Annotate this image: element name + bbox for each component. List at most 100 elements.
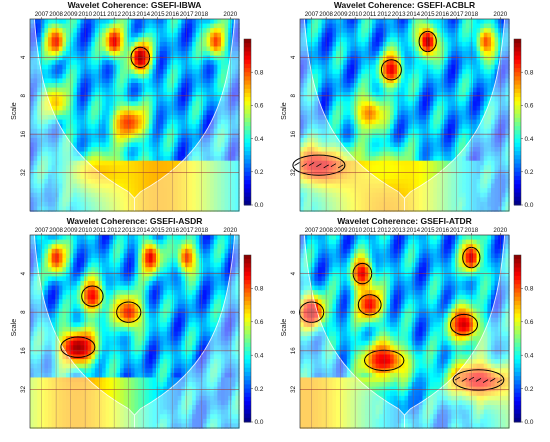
heatmap-cell <box>148 174 154 180</box>
heatmap-cell <box>94 87 100 93</box>
heatmap-cell <box>307 96 312 102</box>
heatmap-cell <box>336 201 341 208</box>
heatmap-cell <box>181 101 186 107</box>
heatmap-cell <box>94 119 100 125</box>
heatmap-cell <box>368 128 373 134</box>
heatmap-cell <box>174 32 179 38</box>
heatmap-cell <box>195 192 200 198</box>
heatmap-cell <box>321 73 326 80</box>
heatmap-cell <box>408 119 413 125</box>
heatmap-cell <box>156 83 161 89</box>
heatmap-cell <box>339 133 344 139</box>
heatmap-cell <box>375 73 380 80</box>
heatmap-cell <box>130 156 136 162</box>
heatmap-cell <box>454 69 460 75</box>
heatmap-cell <box>44 133 49 139</box>
heatmap-cell <box>109 92 114 98</box>
heatmap-cell <box>116 23 121 29</box>
heatmap-cell <box>37 92 42 98</box>
heatmap-cell <box>422 110 427 116</box>
heatmap-cell <box>328 32 334 38</box>
heatmap-cell <box>127 147 132 153</box>
heatmap-cell <box>310 142 316 148</box>
heatmap-cell <box>444 124 449 130</box>
heatmap-cell <box>235 28 240 34</box>
heatmap-cell <box>346 188 352 194</box>
heatmap-cell <box>343 78 348 84</box>
heatmap-cell <box>80 87 85 93</box>
heatmap-cell <box>224 124 229 130</box>
heatmap-cell <box>462 78 467 84</box>
heatmap-cell <box>37 137 42 144</box>
heatmap-cell <box>321 142 326 148</box>
heatmap-cell <box>217 156 222 162</box>
heatmap-cell <box>390 64 395 70</box>
heatmap-cell <box>102 128 107 134</box>
heatmap-cell <box>44 78 49 84</box>
heatmap-cell <box>303 197 308 203</box>
heatmap-cell <box>87 128 92 134</box>
heatmap-cell <box>145 19 150 25</box>
heatmap-cell <box>462 60 467 66</box>
heatmap-cell <box>357 156 362 162</box>
heatmap-cell <box>40 83 46 89</box>
heatmap-cell <box>364 87 370 93</box>
heatmap-cell <box>109 37 114 43</box>
heatmap-cell <box>109 110 114 116</box>
heatmap-cell <box>314 160 319 166</box>
heatmap-cell <box>361 151 366 157</box>
heatmap-cell <box>404 64 409 70</box>
heatmap-cell <box>224 105 229 112</box>
heatmap-cell <box>188 73 193 80</box>
heatmap-cell <box>397 110 402 116</box>
heatmap-cell <box>120 119 125 125</box>
heatmap-cell <box>48 128 53 134</box>
heatmap-cell <box>202 124 208 130</box>
heatmap-cell <box>109 87 114 93</box>
heatmap-cell <box>192 78 197 84</box>
heatmap-cell <box>123 60 128 66</box>
heatmap-cell <box>325 137 330 144</box>
heatmap-cell <box>465 96 470 102</box>
heatmap-cell <box>163 92 168 98</box>
heatmap-cell <box>33 156 38 162</box>
heatmap-cell <box>300 183 305 189</box>
heatmap-cell <box>98 46 103 52</box>
heatmap-cell <box>210 41 215 48</box>
heatmap-cell <box>210 160 215 166</box>
heatmap-cell <box>231 165 236 171</box>
heatmap-cell <box>318 64 323 70</box>
heatmap-cell <box>343 51 348 57</box>
heatmap-cell <box>192 192 197 198</box>
heatmap-cell <box>310 188 316 194</box>
heatmap-cell <box>58 96 64 102</box>
heatmap-cell <box>354 201 359 208</box>
heatmap-cell <box>84 55 89 61</box>
heatmap-cell <box>181 183 186 189</box>
heatmap-cell <box>30 101 35 107</box>
heatmap-cell <box>390 137 395 144</box>
x-tick-label: 2008 <box>49 11 63 18</box>
heatmap-cell <box>318 83 323 89</box>
heatmap-cell <box>235 165 240 171</box>
heatmap-cell <box>433 96 438 102</box>
heatmap-cell <box>166 51 172 57</box>
heatmap-cell <box>465 32 470 38</box>
heatmap-cell <box>166 115 172 121</box>
heatmap-cell <box>390 101 395 107</box>
heatmap-cell <box>235 183 240 189</box>
heatmap-cell <box>350 201 355 208</box>
heatmap-cell <box>177 46 182 52</box>
heatmap-cell <box>66 128 71 134</box>
colorbar-step <box>244 159 251 164</box>
heatmap-cell <box>192 174 197 180</box>
heatmap-cell <box>418 124 424 130</box>
heatmap-cell <box>210 119 215 125</box>
heatmap-cell <box>163 192 168 198</box>
heatmap-cell <box>91 119 96 125</box>
heatmap-cell <box>195 28 200 34</box>
heatmap-cell <box>58 64 64 70</box>
heatmap-cell <box>462 124 467 130</box>
heatmap-cell <box>184 142 190 148</box>
heatmap-cell <box>166 83 172 89</box>
